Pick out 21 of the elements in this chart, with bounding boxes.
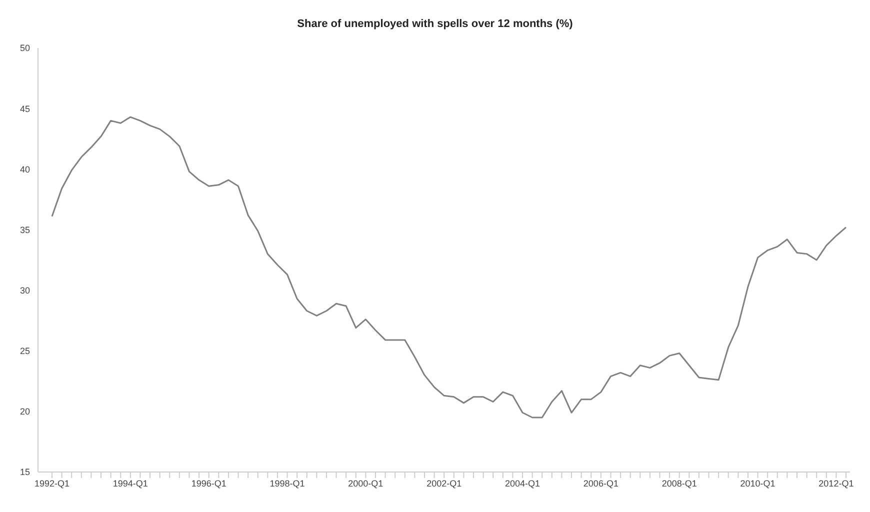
y-tick-label: 30 <box>20 285 30 296</box>
chart-title: Share of unemployed with spells over 12 months (%) <box>296 17 574 32</box>
x-tick-label: 2006-Q1 <box>583 478 618 488</box>
y-tick-label: 15 <box>20 467 30 478</box>
x-tick-label: 1994-Q1 <box>112 478 148 488</box>
line-series <box>51 116 847 418</box>
x-tick-label: 2012-Q1 <box>818 478 854 488</box>
x-tick-label: 2002-Q1 <box>426 478 462 488</box>
y-tick-label: 20 <box>20 406 30 417</box>
x-tick-label: 2008-Q1 <box>662 478 697 488</box>
x-tick-label: 2000-Q1 <box>348 478 384 488</box>
x-tick-label: 1996-Q1 <box>191 478 226 488</box>
y-tick-label: 45 <box>20 104 30 114</box>
y-tick-label: 40 <box>20 164 30 174</box>
x-tick-label: 1998-Q1 <box>270 478 305 488</box>
y-tick-label: 25 <box>20 346 30 356</box>
x-tick-label: 2010-Q1 <box>740 478 776 488</box>
x-tick-label: 2004-Q1 <box>505 478 540 488</box>
x-tick-label: 1992-Q1 <box>34 478 70 488</box>
y-tick-label: 35 <box>20 224 30 235</box>
y-tick-label: 50 <box>20 43 30 54</box>
